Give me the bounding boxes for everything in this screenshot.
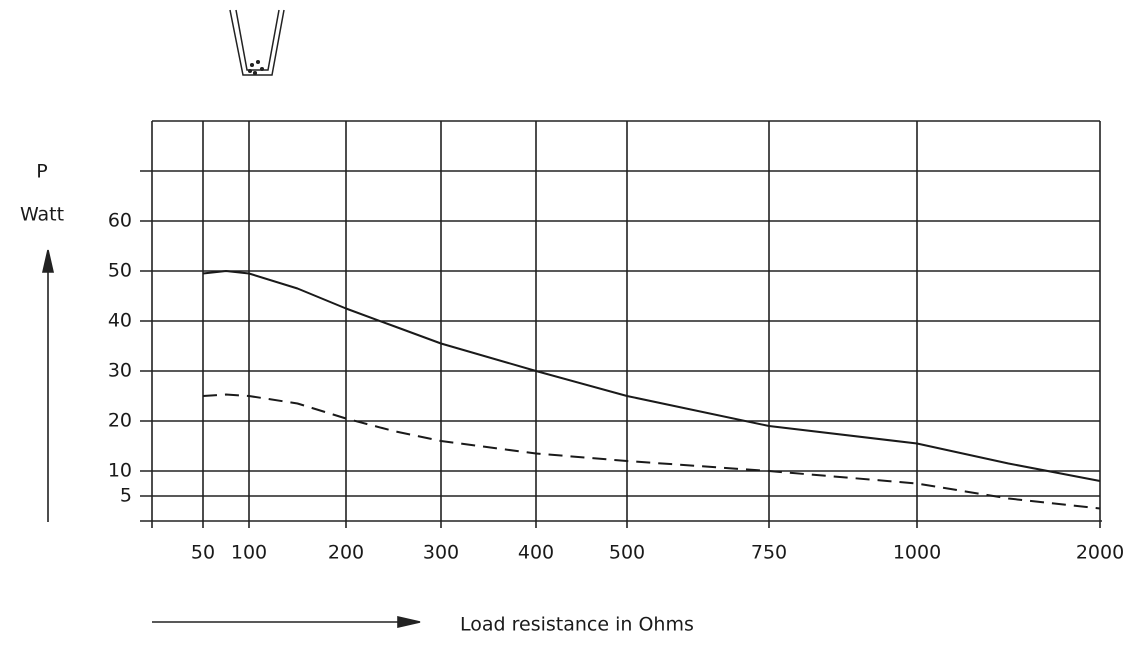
y-tick-label: 5 xyxy=(120,485,132,507)
y-tick-label: 20 xyxy=(108,410,132,432)
x-tick-label: 50 xyxy=(191,542,215,564)
chart: P Watt Load resistance in Ohms 5 10 20 30 40… xyxy=(0,0,1136,650)
y-tick-label: 30 xyxy=(108,360,132,382)
y-label-symbol: P xyxy=(36,161,47,183)
x-arrow xyxy=(152,617,420,627)
page: {"chart_data": {"type": "line", "y_label… xyxy=(0,0,1136,650)
y-tick-label: 40 xyxy=(108,310,132,332)
y-label-unit: Watt xyxy=(20,204,64,226)
y-tick-label: 60 xyxy=(108,210,132,232)
y-arrow xyxy=(43,250,53,522)
x-tick-label: 300 xyxy=(423,542,459,564)
x-tick-label: 2000 xyxy=(1076,542,1124,564)
series-line xyxy=(203,395,1100,509)
x-tick-label: 400 xyxy=(518,542,554,564)
x-tick-label: 100 xyxy=(231,542,267,564)
x-tick-label: 750 xyxy=(751,542,787,564)
x-tick-label: 500 xyxy=(609,542,645,564)
series-line xyxy=(203,271,1100,481)
y-tick-label: 10 xyxy=(108,460,132,482)
y-tick-label: 50 xyxy=(108,260,132,282)
x-tick-label: 1000 xyxy=(893,542,941,564)
x-tick-label: 200 xyxy=(328,542,364,564)
x-label: Load resistance in Ohms xyxy=(460,614,694,636)
funnel-icon xyxy=(230,10,284,75)
